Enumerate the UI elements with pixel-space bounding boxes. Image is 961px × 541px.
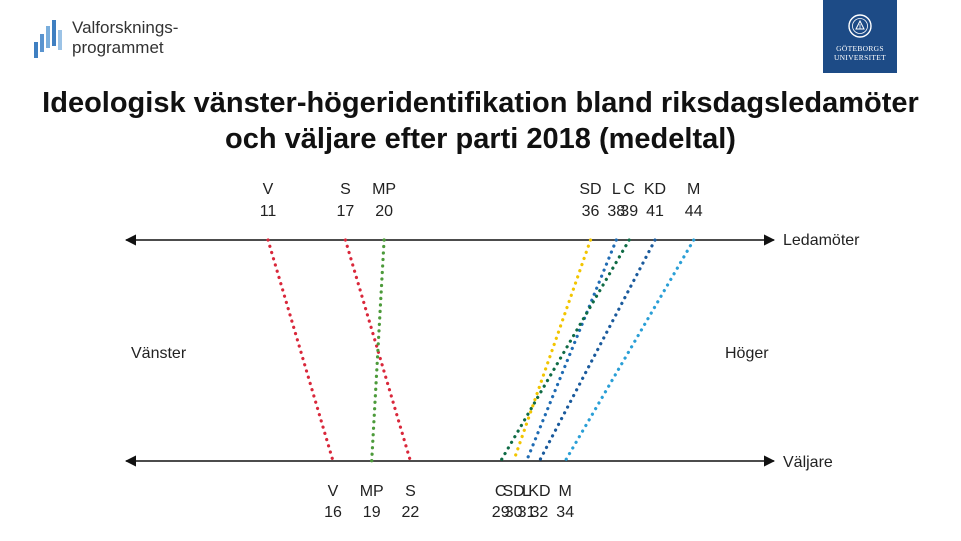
top-party-label-v: V xyxy=(263,181,274,198)
bottom-value-label-v: 16 xyxy=(324,504,342,521)
university-logo: GÖTEBORGS UNIVERSITET xyxy=(823,0,897,73)
bottom-value-label-sd: 30 xyxy=(505,504,523,521)
series-line-sd xyxy=(511,238,593,463)
bottom-party-label-sd: SD xyxy=(502,483,524,500)
top-party-label-m: M xyxy=(687,181,700,198)
top-value-label-m: 44 xyxy=(685,203,703,220)
top-party-label-kd: KD xyxy=(644,181,666,198)
series-line-s xyxy=(343,238,412,463)
series-line-m xyxy=(563,238,696,463)
top-value-label-l: 38 xyxy=(607,203,625,220)
bottom-value-label-mp: 19 xyxy=(363,504,381,521)
valforskningsprogrammet-logo: Valforsknings- programmet xyxy=(34,14,194,64)
series-layer xyxy=(266,238,696,463)
bottom-axis-label: Väljare xyxy=(783,454,833,471)
top-party-label-s: S xyxy=(340,181,351,198)
program-name: Valforsknings- programmet xyxy=(72,18,179,57)
university-seal-icon xyxy=(848,14,872,38)
chart-title: Ideologisk vänster-högeridentifikation b… xyxy=(42,87,919,155)
left-label: Vänster xyxy=(131,345,187,362)
bottom-party-label-m: M xyxy=(559,483,572,500)
bottom-party-label-l: L xyxy=(522,483,531,500)
university-name: GÖTEBORGS UNIVERSITET xyxy=(833,44,887,62)
top-party-label-mp: MP xyxy=(372,181,396,198)
bottom-value-label-l: 31 xyxy=(518,504,536,521)
series-line-mp xyxy=(370,238,386,463)
top-party-label-sd: SD xyxy=(579,181,601,198)
right-label: Höger xyxy=(725,345,769,362)
bottom-party-label-kd: KD xyxy=(528,483,550,500)
bottom-value-label-kd: 32 xyxy=(531,504,549,521)
top-value-label-kd: 41 xyxy=(646,203,664,220)
series-line-v xyxy=(266,238,335,463)
series-line-l xyxy=(524,238,618,463)
bottom-party-label-c: C xyxy=(495,483,507,500)
top-party-label-c: C xyxy=(623,181,635,198)
bar-chart-logo-icon xyxy=(34,20,62,58)
bottom-party-label-s: S xyxy=(405,483,416,500)
bottom-value-label-c: 29 xyxy=(492,504,510,521)
bottom-party-label-mp: MP xyxy=(360,483,384,500)
top-axis-label: Ledamöter xyxy=(783,232,860,249)
top-value-label-v: 11 xyxy=(260,203,277,220)
bottom-party-label-v: V xyxy=(328,483,339,500)
top-value-label-c: 39 xyxy=(620,203,638,220)
label-layer: V 11 S 17 MP 20 SD 36 L 38 C 39 KD 41 M 44 V 16 MP 19 S 22 C 29… xyxy=(260,181,703,521)
top-value-label-mp: 20 xyxy=(375,203,393,220)
bottom-value-label-m: 34 xyxy=(556,504,574,521)
series-line-c xyxy=(499,238,631,463)
top-value-label-s: 17 xyxy=(337,203,355,220)
series-line-kd xyxy=(537,238,657,463)
top-party-label-l: L xyxy=(612,181,621,198)
slope-chart: Ledamöter Väljare Vänster Höger V 11 S 17 MP… xyxy=(124,181,860,521)
top-value-label-sd: 36 xyxy=(582,203,600,220)
bottom-value-label-s: 22 xyxy=(402,504,420,521)
